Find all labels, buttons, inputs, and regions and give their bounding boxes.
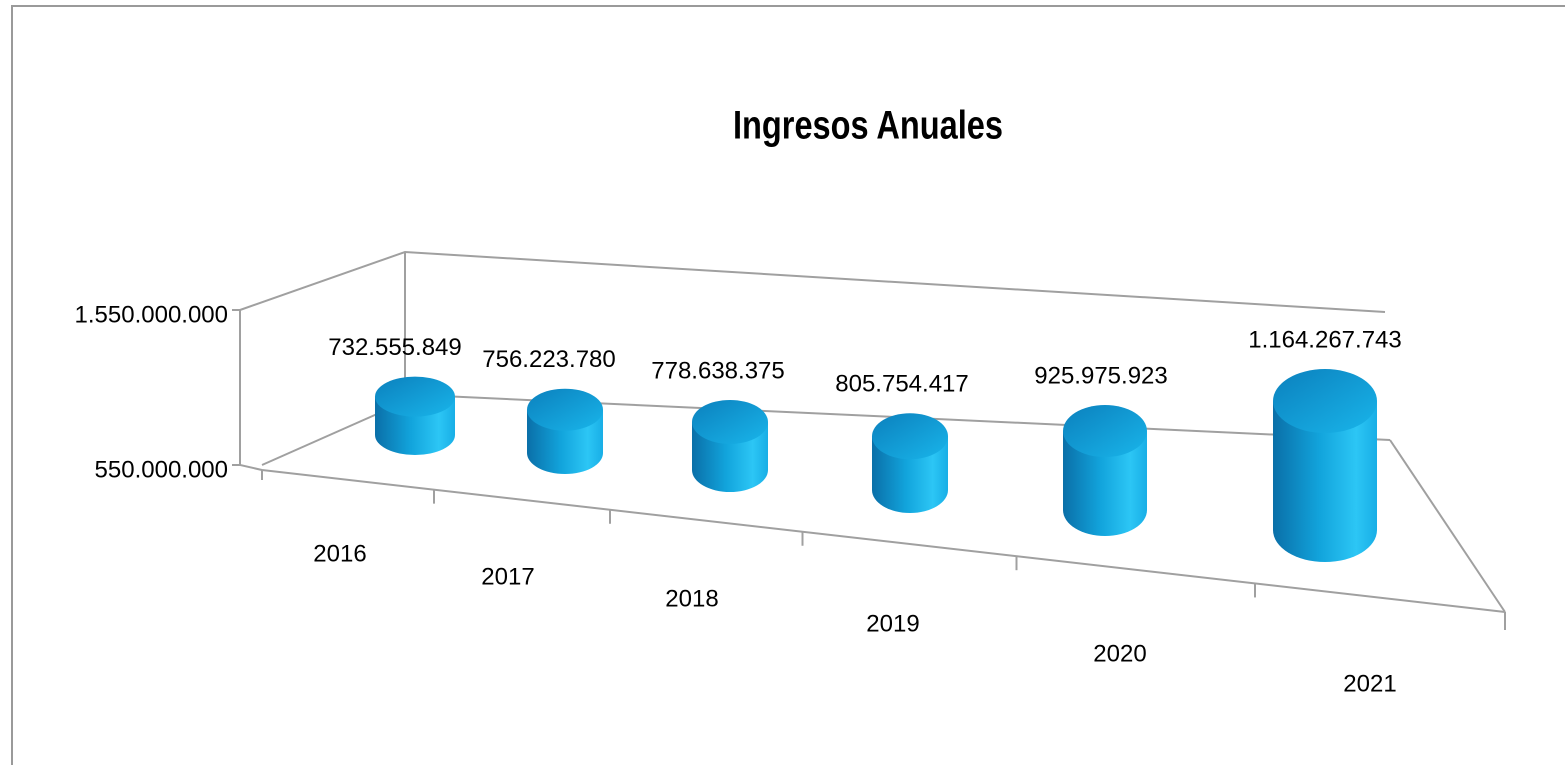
x-tick-label: 2016	[313, 540, 366, 567]
bar-top	[375, 376, 455, 417]
chart-title: Ingresos Anuales	[733, 104, 1003, 148]
y-tick-label: 1.550.000.000	[75, 301, 228, 328]
value-label: 732.555.849	[328, 334, 461, 361]
chart-border	[11, 5, 1565, 765]
bar-top	[1273, 369, 1377, 434]
bar	[1063, 431, 1147, 536]
x-tick-label: 2018	[665, 585, 718, 612]
bar	[1273, 401, 1377, 562]
bar-top	[527, 388, 603, 431]
x-tick-label: 2020	[1093, 640, 1146, 667]
value-label: 756.223.780	[482, 346, 615, 373]
value-label: 1.164.267.743	[1248, 326, 1401, 353]
y-tick-label: 550.000.000	[95, 456, 228, 483]
value-label: 778.638.375	[651, 357, 784, 384]
x-tick-label: 2021	[1343, 670, 1396, 697]
x-tick-label: 2017	[481, 563, 534, 590]
bar-top	[692, 399, 768, 444]
bar-top	[872, 413, 948, 460]
value-label: 925.975.923	[1034, 362, 1167, 389]
x-tick-label: 2019	[866, 610, 919, 637]
value-label: 805.754.417	[835, 370, 968, 397]
bar-top	[1063, 405, 1147, 458]
